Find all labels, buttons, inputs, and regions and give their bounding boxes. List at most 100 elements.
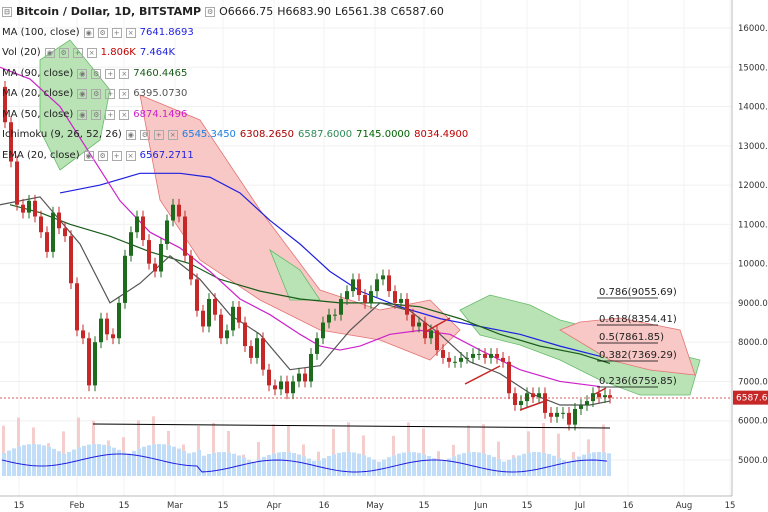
fib-level-label: 0.5(7861.85) (599, 332, 664, 343)
remove-icon[interactable]: × (125, 27, 136, 38)
eye-icon[interactable]: ◉ (44, 48, 55, 59)
time-tick-label: 15 (419, 501, 430, 511)
indicator-name: Ichimoku (9, 26, 52, 26) (2, 129, 122, 140)
fib-level-label: 0.236(6759.85) (599, 376, 677, 387)
fib-level-label: 0.382(7369.29) (599, 350, 677, 361)
collapse-icon[interactable]: ⊟ (2, 7, 12, 18)
candlesticks (3, 81, 612, 431)
time-tick-label: May (366, 501, 384, 511)
price-tick-label: 8000.00 (738, 338, 768, 348)
indicator-name: MA (100, close) (2, 26, 80, 38)
indicator-value: 6874.1496 (133, 108, 188, 120)
settings-icon[interactable]: ⚙ (205, 7, 216, 18)
eye-icon[interactable]: ◉ (83, 27, 94, 38)
price-tick-label: 9000.00 (738, 299, 768, 309)
price-axis[interactable]: 16000.00 15000.00 14000.00 13000.00 12000.00… (731, 0, 768, 496)
settings-icon[interactable]: ⚙ (91, 68, 102, 79)
price-tick-label: 14000.00 (738, 103, 768, 113)
eye-icon[interactable]: ◉ (125, 130, 136, 141)
close-value: C6587.60 (390, 5, 444, 18)
fib-level-label: 0.618(8354.41) (599, 314, 677, 325)
symbol-header: ⊟ Bitcoin / Dollar, 1D, BITSTAMP ⚙ O6666… (2, 2, 472, 23)
price-tick-label: 16000.00 (738, 24, 768, 34)
indicator-value: 7145.0000 (356, 129, 411, 140)
time-tick-label: 16 (319, 501, 330, 511)
indicator-value: 6587.6000 (298, 129, 353, 140)
time-tick-label: 15 (725, 501, 736, 511)
settings-icon[interactable]: ⚙ (58, 48, 69, 59)
time-tick-label: Jul (574, 501, 585, 511)
indicator-name: MA (90, close) (2, 67, 74, 79)
low-value: L6561.38 (335, 5, 387, 18)
eye-icon[interactable]: ◉ (77, 68, 88, 79)
remove-icon[interactable]: × (86, 48, 97, 59)
fib-level-label: 0.786(9055.69) (599, 287, 677, 298)
remove-icon[interactable]: × (119, 89, 130, 100)
indicator-value: 6545.3450 (181, 129, 236, 140)
time-tick-label: Mar (167, 501, 184, 511)
time-tick-label: Feb (69, 501, 84, 511)
indicator-row[interactable]: MA (20, close) ◉ ⚙ + × 6395.0730 (2, 84, 472, 105)
indicator-row[interactable]: MA (50, close) ◉ ⚙ + × 6874.1496 (2, 105, 472, 126)
time-tick-label: 15 (218, 501, 229, 511)
indicator-row[interactable]: Ichimoku (9, 26, 52, 26) ◉ ⚙ + × 6545.3450 630… (2, 125, 472, 146)
trend-drawings (0, 317, 732, 429)
indicator-legend: ⊟ Bitcoin / Dollar, 1D, BITSTAMP ⚙ O6666… (2, 2, 472, 166)
ichimoku-cloud (39, 39, 701, 396)
add-icon[interactable]: + (111, 27, 122, 38)
add-icon[interactable]: + (105, 109, 116, 120)
eye-icon[interactable]: ◉ (83, 150, 94, 161)
indicator-value: 6395.0730 (133, 88, 188, 99)
indicator-value: 6567.2711 (139, 149, 194, 161)
add-icon[interactable]: + (111, 150, 122, 161)
volume-bars (1, 416, 611, 476)
eye-icon[interactable]: ◉ (77, 89, 88, 100)
indicator-value: 6308.2650 (239, 129, 294, 140)
price-tick-label: 12000.00 (738, 181, 768, 191)
settings-icon[interactable]: ⚙ (91, 109, 102, 120)
indicator-value: 7641.8693 (139, 26, 194, 38)
time-tick-label: 16 (623, 501, 634, 511)
high-value: H6683.90 (277, 5, 332, 18)
price-tick-label: 11000.00 (738, 220, 768, 230)
indicator-row[interactable]: EMA (20, close) ◉ ⚙ + × 6567.2711 (2, 146, 472, 167)
indicator-value: 1.806K (100, 47, 136, 58)
price-tick-label: 6000.00 (738, 417, 768, 427)
settings-icon[interactable]: ⚙ (97, 150, 108, 161)
time-tick-label: Aug (676, 501, 693, 511)
remove-icon[interactable]: × (125, 150, 136, 161)
indicator-name: MA (20, close) (2, 88, 74, 99)
open-value: O6666.75 (219, 5, 274, 18)
add-icon[interactable]: + (105, 68, 116, 79)
indicator-row[interactable]: MA (90, close) ◉ ⚙ + × 7460.4465 (2, 64, 472, 85)
remove-icon[interactable]: × (119, 68, 130, 79)
chart-grid (0, 0, 732, 496)
remove-icon[interactable]: × (167, 130, 178, 141)
indicator-value: 7460.4465 (133, 67, 188, 79)
time-tick-label: 15 (119, 501, 130, 511)
remove-icon[interactable]: × (119, 109, 130, 120)
indicator-name: EMA (20, close) (2, 149, 80, 161)
price-tick-label: 13000.00 (738, 142, 768, 152)
settings-icon[interactable]: ⚙ (139, 130, 150, 141)
add-icon[interactable]: + (72, 48, 83, 59)
time-tick-label: 15 (522, 501, 533, 511)
indicator-row[interactable]: MA (100, close) ◉ ⚙ + × 7641.8693 (2, 23, 472, 44)
time-tick-label: 15 (14, 501, 25, 511)
eye-icon[interactable]: ◉ (77, 109, 88, 120)
settings-icon[interactable]: ⚙ (97, 27, 108, 38)
symbol-title: Bitcoin / Dollar, 1D, BITSTAMP (16, 5, 202, 18)
time-axis[interactable]: 15 Feb 15 Mar 15 Apr 16 May 15 Jun 15 Jul 16 Aug 15 (0, 495, 736, 511)
indicator-row[interactable]: Vol (20) ◉ ⚙ + × 1.806K 7.464K (2, 43, 472, 64)
current-price-label: 6587.60 (736, 394, 768, 404)
price-tick-label: 5000.00 (738, 456, 768, 466)
price-tick-label: 10000.00 (738, 260, 768, 270)
add-icon[interactable]: + (153, 130, 164, 141)
add-icon[interactable]: + (105, 89, 116, 100)
time-tick-label: Jun (473, 501, 487, 511)
indicator-value: 8034.4900 (414, 129, 469, 140)
settings-icon[interactable]: ⚙ (91, 89, 102, 100)
indicator-name: MA (50, close) (2, 108, 74, 120)
indicator-name: Vol (20) (2, 47, 41, 58)
